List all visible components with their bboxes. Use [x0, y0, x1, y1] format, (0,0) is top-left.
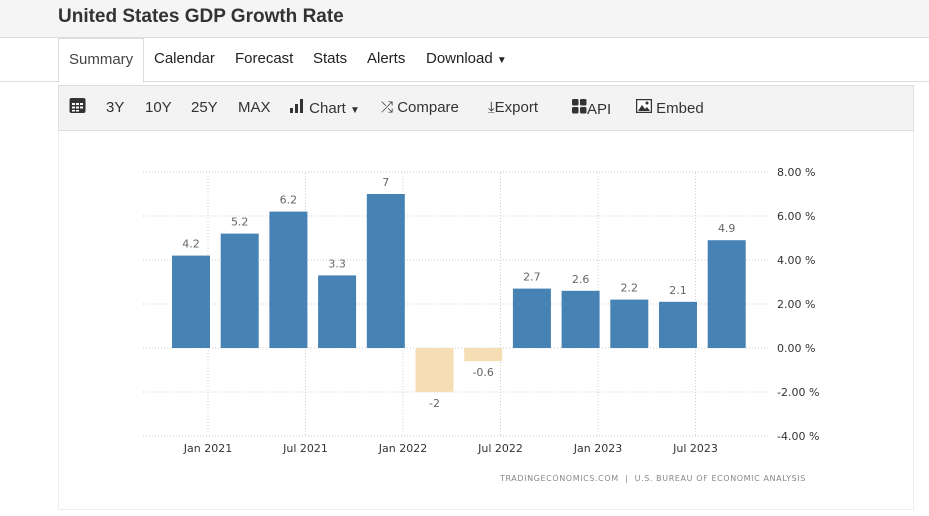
- chart-type-button[interactable]: Chart ▼: [290, 99, 360, 117]
- export-label: Export: [494, 99, 538, 116]
- range-10y-button[interactable]: 10Y: [145, 99, 172, 116]
- export-button[interactable]: ⤓Export: [488, 99, 538, 116]
- chart-toolbar: 3Y 10Y 25Y MAX Chart ▼ ⤮ Compare ⤓Export…: [58, 85, 914, 131]
- range-25y-button[interactable]: 25Y: [191, 99, 218, 116]
- tab-stats[interactable]: Stats: [313, 50, 348, 67]
- download-icon: ⤓: [488, 99, 495, 116]
- embed-label: Embed: [656, 100, 704, 117]
- chart-container: [58, 131, 914, 510]
- tab-summary[interactable]: Summary: [58, 38, 145, 83]
- download-label: Download: [426, 50, 493, 67]
- caret-down-icon: ▼: [350, 105, 360, 116]
- image-icon: [635, 98, 653, 117]
- range-max-button[interactable]: MAX: [238, 99, 271, 116]
- tab-calendar[interactable]: Calendar: [154, 50, 215, 67]
- tab-alerts[interactable]: Alerts: [367, 50, 406, 67]
- embed-button[interactable]: Embed: [635, 98, 704, 117]
- api-button[interactable]: API: [572, 99, 611, 118]
- shuffle-icon: ⤮: [381, 99, 394, 116]
- header-bar: United States GDP Growth Rate: [0, 0, 929, 38]
- page-title: United States GDP Growth Rate: [58, 6, 344, 27]
- tab-forecast[interactable]: Forecast: [235, 50, 294, 67]
- bar-chart-icon: [290, 99, 305, 117]
- tab-download[interactable]: Download ▼: [426, 38, 507, 81]
- calendar-icon[interactable]: [69, 97, 86, 118]
- chart-label: Chart: [309, 100, 346, 117]
- api-label: API: [587, 101, 612, 118]
- range-3y-button[interactable]: 3Y: [106, 99, 125, 116]
- tab-bar: Summary Calendar Forecast Stats Alerts D…: [0, 38, 929, 83]
- grid-icon: [572, 99, 587, 118]
- compare-button[interactable]: ⤮ Compare: [381, 99, 459, 116]
- caret-down-icon: ▼: [496, 55, 507, 66]
- compare-label: Compare: [397, 99, 459, 116]
